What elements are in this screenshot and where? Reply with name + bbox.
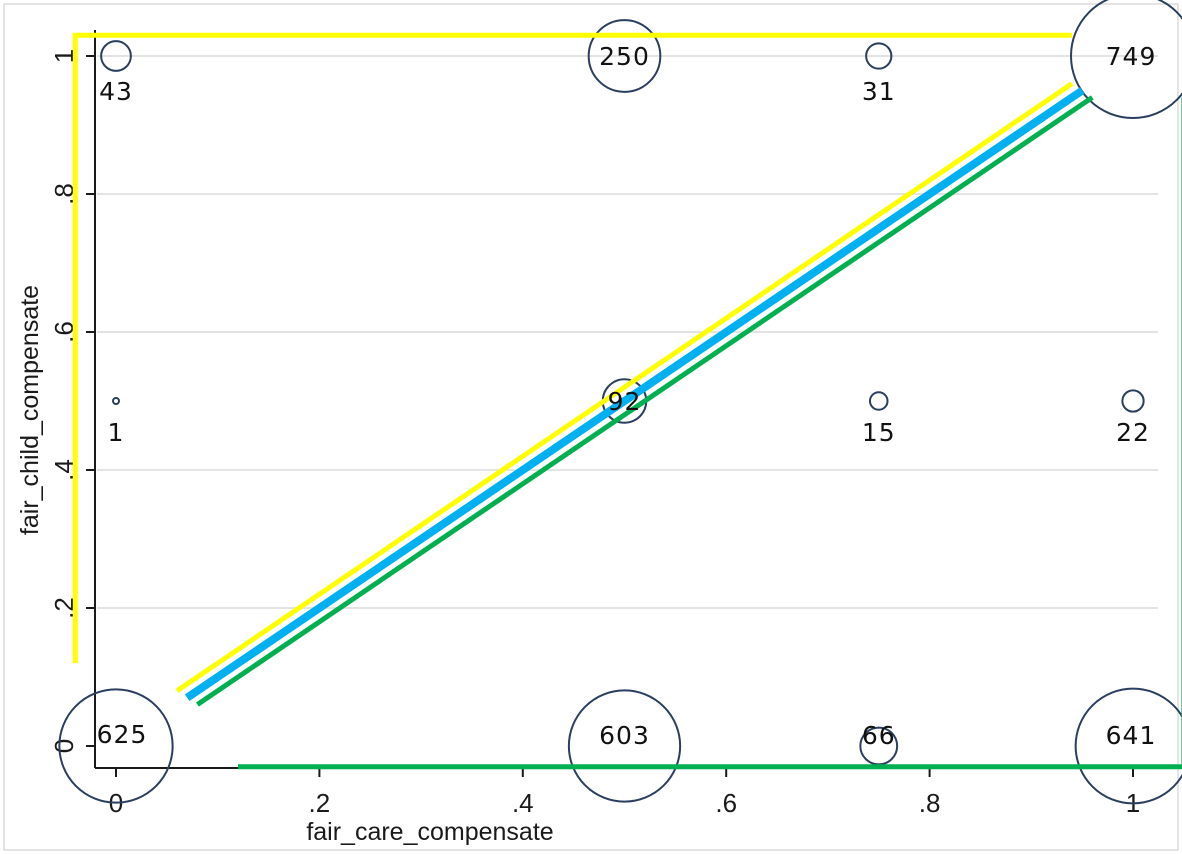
overlay-line-1 — [175, 81, 1074, 693]
marker-603 — [567, 689, 682, 803]
y-tick-label-5: 1 — [49, 49, 79, 63]
point-label-15: 15 — [862, 418, 896, 447]
marker-625 — [58, 688, 174, 804]
x-tick-label-3: .6 — [715, 788, 737, 818]
point-label-22: 22 — [1116, 418, 1150, 447]
point-label-66: 66 — [862, 721, 896, 750]
y-tick-label-2: .4 — [49, 459, 79, 481]
point-label-641: 641 — [1106, 721, 1157, 750]
point-label-92: 92 — [608, 387, 642, 416]
plot-border-frame — [3, 3, 1179, 851]
x-tick-label-4: .8 — [919, 788, 941, 818]
point-label-1: 1 — [108, 418, 125, 447]
marker-15 — [868, 391, 889, 411]
x-tick-label-2: .4 — [512, 788, 534, 818]
marker-43 — [100, 40, 132, 72]
overlay-line-2 — [184, 87, 1085, 702]
y-tick-label-3: .6 — [49, 321, 79, 343]
marker-250 — [587, 19, 662, 93]
y-tick-label-4: .8 — [49, 183, 79, 205]
marker-749 — [1070, 0, 1182, 119]
marker-1 — [112, 397, 120, 405]
x-tick-label-1: .2 — [309, 788, 331, 818]
marker-31 — [865, 42, 893, 70]
overlay-line-3 — [195, 95, 1094, 707]
overlay-line-0 — [72, 32, 1072, 664]
grid — [97, 55, 1158, 609]
point-label-31: 31 — [862, 77, 896, 106]
point-label-603: 603 — [599, 721, 650, 750]
x-axis-title: fair_care_compensate — [306, 818, 553, 846]
point-label-625: 625 — [97, 720, 148, 749]
y-tick-label-1: .2 — [49, 597, 79, 619]
point-label-749: 749 — [1106, 42, 1157, 71]
point-label-43: 43 — [99, 77, 133, 106]
marker-22 — [1121, 389, 1145, 413]
overlay-lines — [72, 32, 1182, 770]
overlay-line-4 — [238, 97, 1182, 770]
point-label-250: 250 — [599, 42, 650, 71]
marker-641 — [1074, 687, 1182, 805]
y-tick-label-0: 0 — [49, 739, 79, 753]
point-labels: 43 250 31 749 1 92 15 22 625 603 66 641 — [97, 42, 1157, 750]
y-axis-title: fair_child_compensate — [16, 285, 44, 535]
